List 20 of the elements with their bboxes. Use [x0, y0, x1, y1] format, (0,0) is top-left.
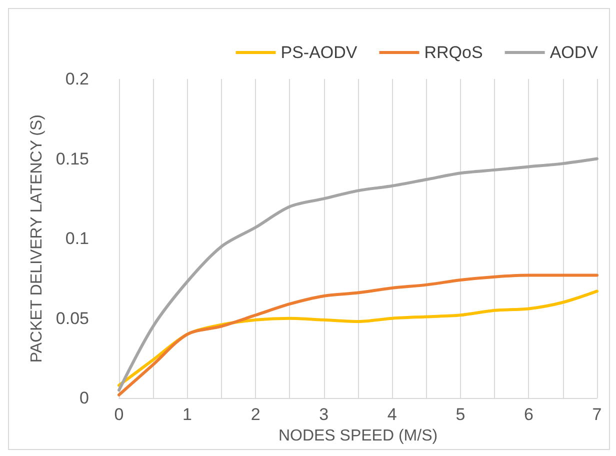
legend-label: AODV	[550, 43, 599, 62]
x-tick-label: 2	[250, 405, 260, 424]
line-series	[118, 274, 598, 396]
y-tick-label: 0	[80, 388, 89, 408]
legend-label: PS-AODV	[280, 43, 358, 62]
x-tick-label: 7	[592, 405, 602, 424]
y-tick-label: 0.15	[56, 149, 89, 168]
x-tick-label: 6	[524, 405, 534, 424]
x-tick-label: 0	[114, 405, 124, 424]
y-axis-title: PACKET DELIVERY LATENCY (S)	[28, 114, 46, 363]
x-axis-title: NODES SPEED (M/S)	[278, 428, 438, 444]
y-tick-label: 0.05	[56, 308, 89, 328]
x-tick-label: 4	[387, 405, 397, 424]
x-tick-label: 3	[319, 405, 329, 424]
y-tick-label: 0.2	[65, 70, 89, 88]
legend-label: RRQoS	[424, 43, 483, 62]
line-series	[118, 157, 598, 392]
y-tick-label: 0.1	[65, 229, 89, 248]
x-tick-label: 1	[182, 405, 192, 424]
x-tick-label: 5	[456, 405, 466, 424]
